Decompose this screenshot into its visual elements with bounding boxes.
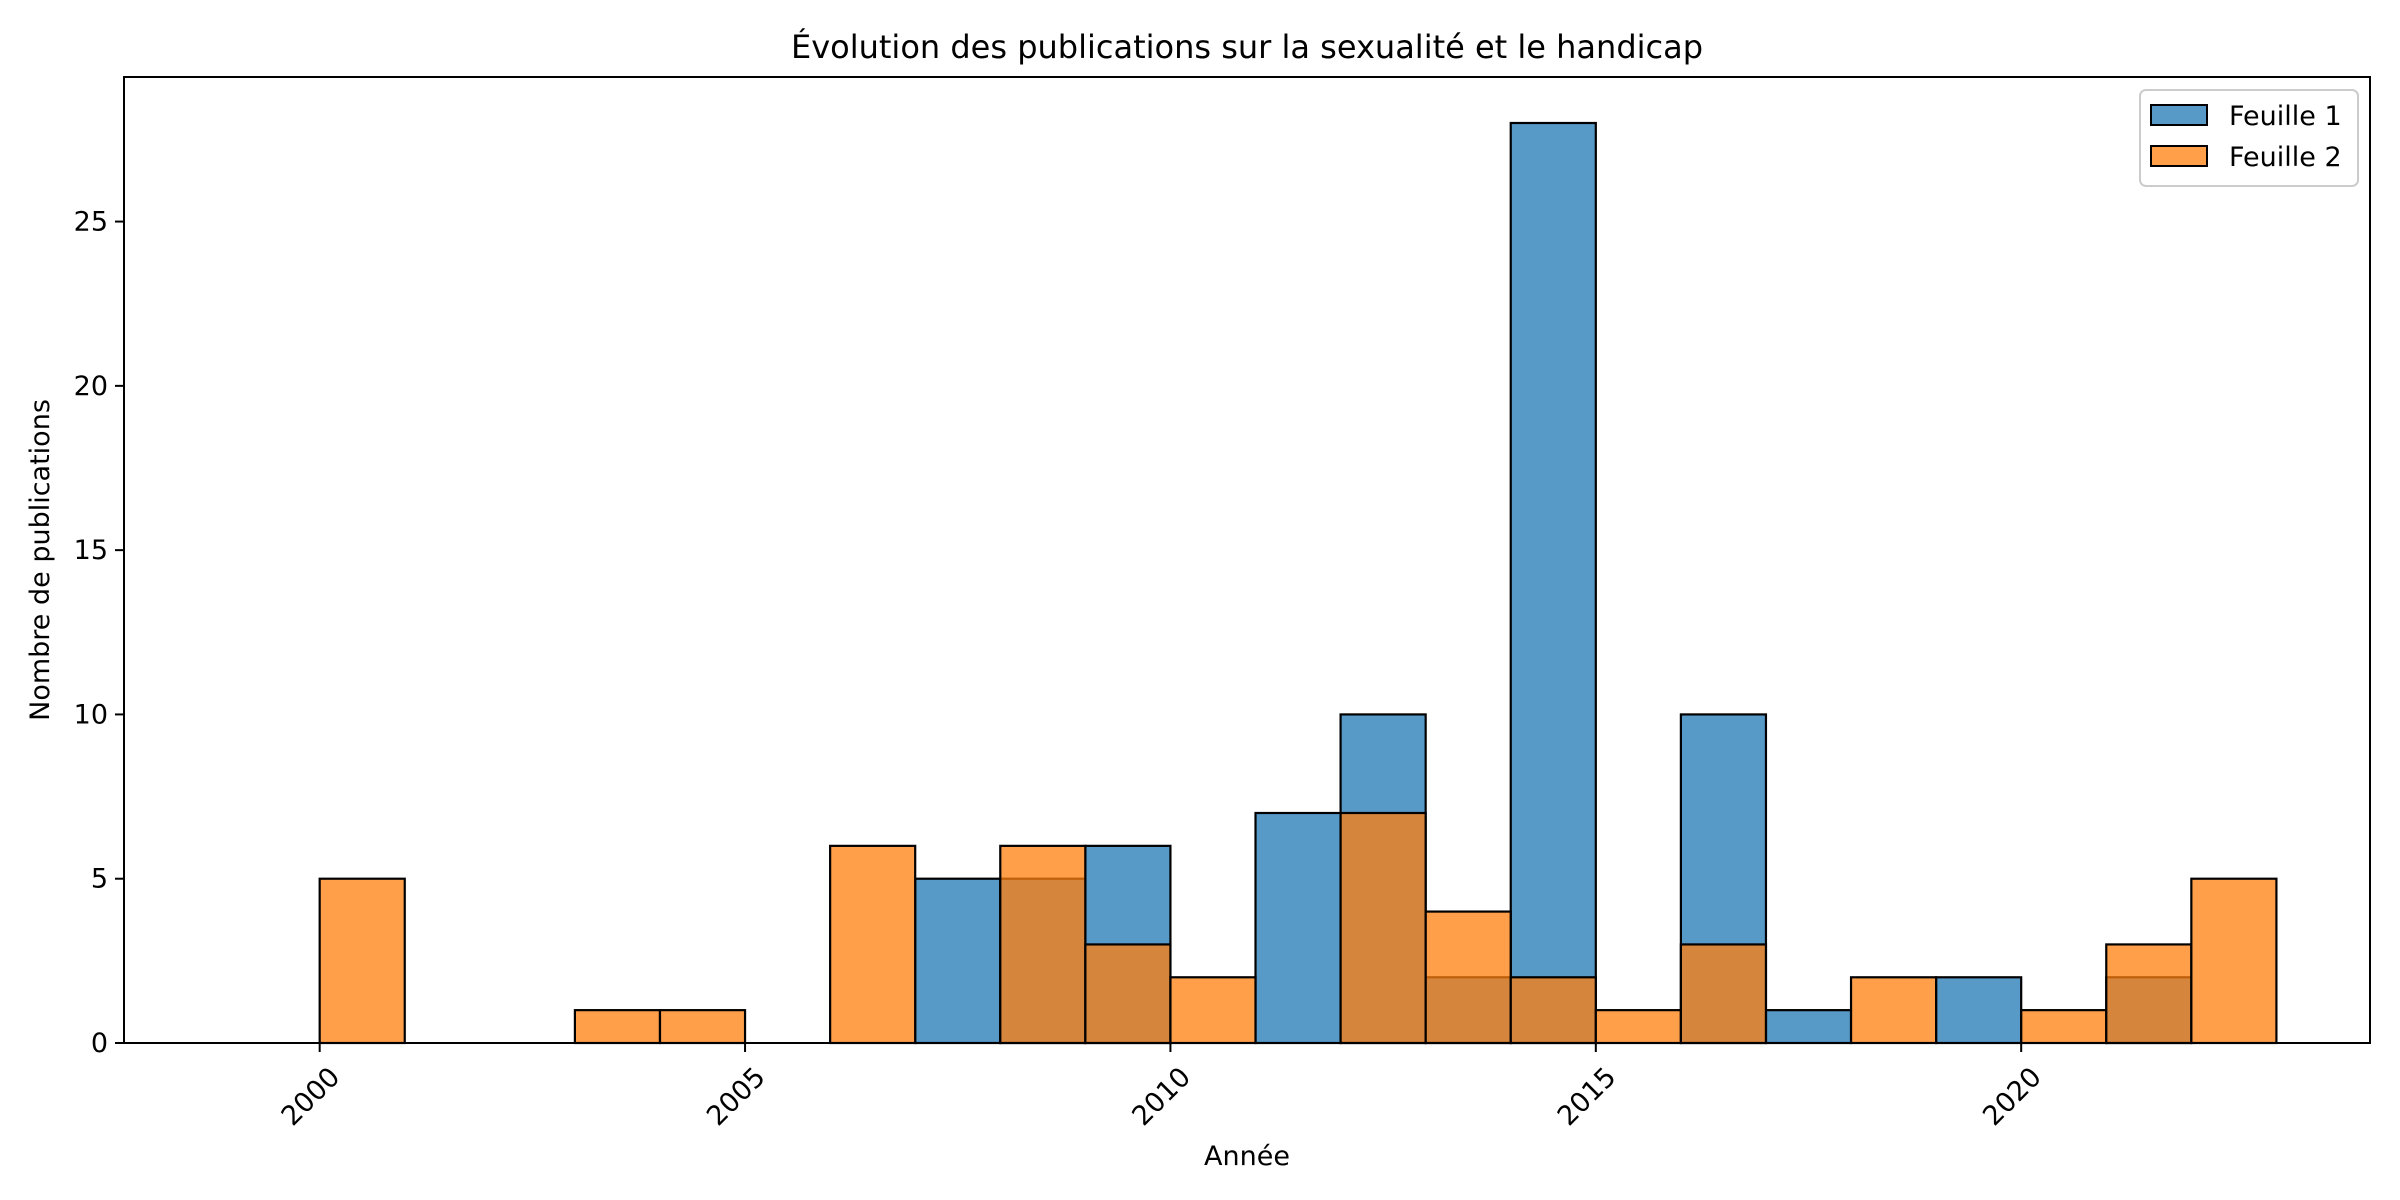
x-axis-label: Année (1204, 1141, 1290, 1172)
bar-series1-2017 (1764, 1009, 1853, 1045)
bar-series2-2022 (2190, 877, 2278, 1045)
bar-series2-2014 (1509, 976, 1597, 1045)
bar-series2-2012 (1339, 811, 1427, 1045)
x-axis: 2000 2005 2010 2015 2020 (276, 1043, 2048, 1132)
y-tick-label: 25 (74, 207, 108, 238)
bar-series2-2008 (999, 844, 1087, 1045)
legend-label-series1: Feuille 1 (2229, 101, 2342, 132)
y-axis-label: Nombre de publications (25, 399, 56, 721)
y-tick-label: 0 (91, 1028, 108, 1059)
bar-series2-2015 (1594, 1009, 1682, 1045)
y-tick-label: 15 (74, 535, 108, 566)
bar-series2-2000 (318, 877, 406, 1045)
bar-series2-2018 (1849, 976, 1938, 1045)
bar-series1-2014 (1509, 121, 1597, 1045)
y-tick-label: 5 (91, 864, 108, 895)
bar-series2-2020 (2020, 1009, 2108, 1045)
bars-layer (318, 121, 2278, 1045)
chart-title: Évolution des publications sur la sexual… (791, 28, 1703, 66)
legend-swatch-series1 (2150, 104, 2208, 126)
x-tick-label: 2005 (701, 1062, 772, 1133)
x-tick-label: 2000 (276, 1062, 347, 1133)
bar-series2-2006 (829, 844, 917, 1045)
x-tick-label: 2020 (1977, 1062, 2048, 1133)
bar-series2-2013 (1424, 910, 1512, 1045)
bar-series1-2019 (1935, 976, 2023, 1045)
bar-series2-2004 (658, 1009, 747, 1045)
bar-series1-2007 (914, 877, 1002, 1045)
bar-series1-2011 (1254, 811, 1342, 1045)
bar-series2-2016 (1679, 943, 1768, 1045)
y-tick-label: 10 (74, 699, 108, 730)
y-axis: 0 5 10 15 20 25 (74, 207, 124, 1059)
x-tick-label: 2010 (1126, 1062, 1197, 1133)
legend-swatch-series2 (2150, 145, 2208, 167)
bar-series2-2010 (1169, 976, 1257, 1045)
bar-series2-2009 (1084, 943, 1172, 1045)
legend: Feuille 1 Feuille 2 (2139, 89, 2359, 187)
y-tick-label: 20 (74, 371, 108, 402)
bar-series2-2021 (2105, 943, 2193, 1045)
bar-series2-2003 (573, 1009, 662, 1045)
x-tick-label: 2015 (1552, 1062, 1623, 1133)
legend-label-series2: Feuille 2 (2229, 142, 2342, 173)
plot-frame (123, 76, 2371, 1044)
